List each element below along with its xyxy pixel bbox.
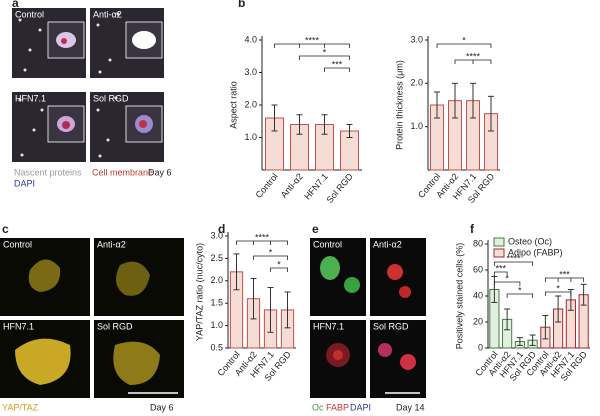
image-label: Anti-α2 (97, 239, 126, 249)
image-label: Control (3, 239, 32, 249)
y-axis-label: Positively stained cells (%) (454, 243, 464, 350)
legend-label: Osteo (Oc) (508, 236, 552, 246)
panel-label: d (218, 222, 225, 236)
y-tick-label: 3.0 (410, 34, 423, 44)
significance-bracket (544, 291, 572, 296)
significance-label: * (505, 273, 509, 283)
y-axis-label: Protein thickness (μm) (394, 60, 404, 150)
significance-label: *** (559, 269, 570, 279)
image-label: HFN7.1 (15, 93, 46, 103)
y-tick-label: 20 (473, 316, 483, 326)
y-tick-label: 1.0 (210, 320, 223, 330)
y-tick-label: 3.0 (244, 67, 257, 77)
panel-label: e (312, 222, 319, 236)
panel-label: a (12, 0, 19, 10)
x-tick-label: Control (254, 171, 280, 200)
y-tick-label: 2.0 (244, 99, 257, 109)
significance-bracket (493, 281, 521, 286)
significance-label: * (323, 47, 327, 57)
legend-text: DAPI (350, 402, 371, 412)
legend-text: Day 14 (396, 402, 425, 412)
legend-swatch (493, 248, 505, 258)
panel-a-images (12, 8, 164, 162)
significance-bracket (324, 67, 350, 72)
legend-text: Oc (312, 402, 324, 412)
legend-swatch (493, 237, 505, 247)
image-label: Anti-α2 (93, 9, 122, 19)
significance-label: * (518, 285, 522, 295)
significance-bracket (436, 43, 492, 48)
legend-text: Day 6 (148, 167, 172, 177)
x-tick-label: Anti-α2 (279, 171, 305, 199)
image-label: Anti-α2 (373, 239, 402, 249)
image-label: HFN7.1 (313, 321, 344, 331)
panel-c-images (0, 238, 184, 398)
significance-bracket (236, 240, 288, 245)
legend-text: DAPI (14, 178, 35, 188)
significance-bracket (299, 55, 350, 60)
significance-bracket (493, 271, 508, 276)
significance-bracket (270, 267, 288, 272)
significance-bracket (544, 277, 585, 282)
panel-label: f (470, 222, 475, 236)
y-tick-label: 0.5 (210, 342, 223, 352)
y-tick-label: 80 (473, 238, 483, 248)
y-tick-label: 4.0 (244, 34, 257, 44)
y-tick-label: 40 (473, 290, 483, 300)
significance-bracket (493, 261, 534, 266)
significance-label: * (462, 35, 466, 45)
significance-label: *** (332, 59, 343, 69)
panel-label: b (238, 0, 245, 10)
legend-text: YAP/TAZ (2, 402, 39, 412)
legend-text: Day 6 (150, 402, 174, 412)
significance-label: **** (506, 253, 521, 263)
y-axis-label: Aspect ratio (228, 81, 238, 129)
image-label: Control (313, 239, 342, 249)
y-tick-label: 3.0 (210, 230, 223, 240)
significance-label: * (556, 283, 560, 293)
significance-label: * (277, 259, 281, 269)
significance-bracket (253, 255, 288, 260)
significance-bracket (274, 43, 350, 48)
y-tick-label: 1.5 (210, 298, 223, 308)
legend-text: FABP (326, 402, 349, 412)
y-tick-label: 1.0 (244, 132, 257, 142)
significance-label: **** (305, 35, 320, 45)
image-label: HFN7.1 (3, 321, 34, 331)
legend-text: Nascent proteins (14, 167, 82, 177)
significance-bracket (454, 59, 492, 64)
image-label: Sol RGD (93, 93, 129, 103)
x-tick-label: Sol RGD (324, 171, 355, 205)
panel-label: c (2, 222, 9, 236)
legend-text: Cell membrane (92, 167, 153, 177)
image-label: Sol RGD (373, 321, 409, 331)
y-tick-label: 2.5 (210, 253, 223, 263)
panel-e-images (310, 238, 426, 398)
legend-label: Adipo (FABP) (508, 247, 563, 257)
y-tick-label: 0 (478, 342, 483, 352)
significance-label: * (269, 247, 273, 257)
image-label: Sol RGD (97, 321, 133, 331)
image-label: Control (15, 9, 44, 19)
y-axis-label: YAP/TAZ ratio (nuc/cyto) (194, 243, 204, 341)
y-tick-label: 60 (473, 264, 483, 274)
significance-label: **** (466, 51, 481, 61)
y-tick-label: 2.0 (410, 78, 423, 88)
y-tick-label: 2.0 (210, 275, 223, 285)
significance-label: *** (495, 263, 506, 273)
significance-label: **** (255, 232, 270, 242)
significance-bracket (506, 293, 534, 298)
y-tick-label: 1.0 (410, 121, 423, 131)
